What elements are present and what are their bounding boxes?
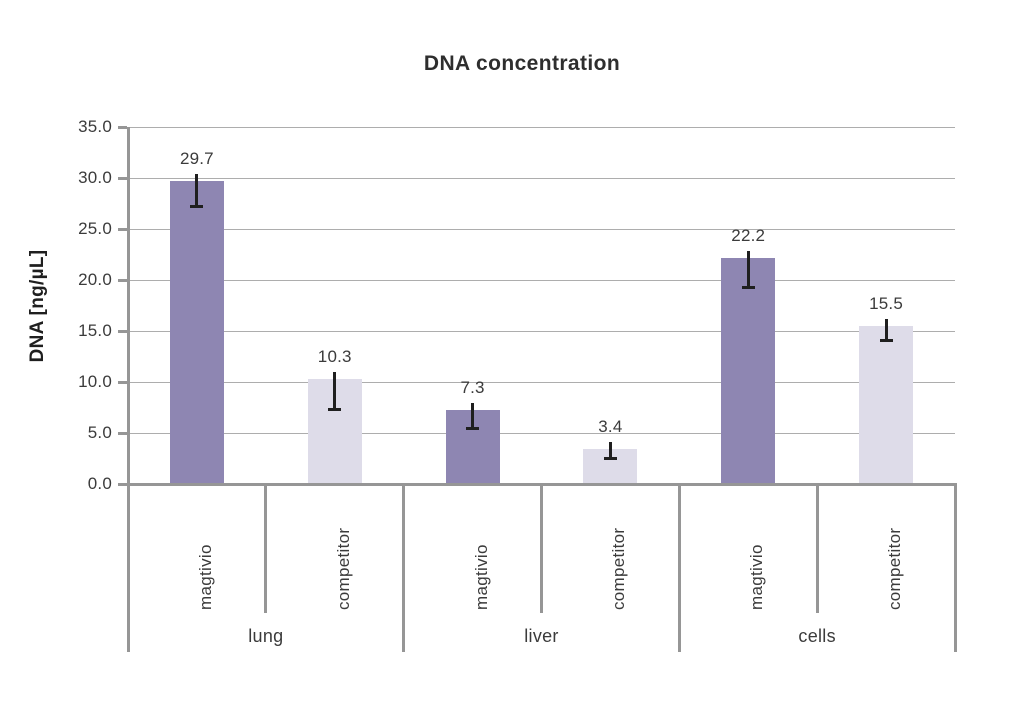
gridline [130,381,955,383]
y-axis-tick [118,125,127,129]
bar-value-label: 10.3 [317,346,352,366]
y-axis-tick [118,176,127,180]
group-separator [953,486,957,652]
error-bar-line [195,174,199,207]
gridline [130,330,955,332]
series-label-competitor: competitor [333,527,353,610]
series-label-magtivio: magtivio [195,544,215,610]
bar-value-label: 29.7 [179,149,214,169]
gridline [130,228,955,230]
group-label-lung: lung [248,626,284,646]
y-axis-tick [118,482,127,486]
chart-title: DNA concentration [423,52,621,75]
group-separator [402,486,406,652]
y-axis-tick [118,227,127,231]
series-separator [540,486,543,613]
group-separator [677,486,681,652]
y-axis-tick-label: 35.0 [78,117,112,136]
bar-cells-magtivio [721,257,776,484]
error-bar-line [746,250,750,288]
error-bar-cap [741,285,755,289]
error-bar-line [471,402,475,429]
y-axis-tick [118,278,127,282]
y-axis-tick-label: 25.0 [78,219,112,238]
error-bar-cap [328,408,342,412]
gridline [130,432,955,434]
y-axis-tick-label: 20.0 [78,270,112,289]
bar-value-label: 22.2 [731,225,766,245]
bar-value-label: 15.5 [869,293,904,313]
gridline [130,279,955,281]
group-separator [126,486,130,652]
group-label-cells: cells [798,626,836,646]
error-bar-cap [879,338,893,342]
y-axis-tick [118,431,127,435]
error-bar-cap [190,205,204,209]
bar-value-label: 3.4 [598,417,623,437]
plot-area: 29.7 10.3 7.3 3.4 22.2 15.5 [128,126,955,484]
bar-cells-competitor [859,325,914,484]
y-axis-tick-label: 15.0 [78,321,112,340]
y-axis-tick-label: 5.0 [87,423,112,442]
y-axis-line [126,127,130,485]
series-label-magtivio: magtivio [471,544,491,610]
error-bar-line [884,318,888,341]
series-separator [815,486,819,613]
error-bar-cap [466,427,480,431]
series-label-competitor: competitor [609,527,629,610]
y-axis-tick [118,329,127,333]
y-axis-tick-label: 0.0 [87,474,112,493]
x-axis-line [126,482,957,486]
bar-lung-magtivio [169,181,224,484]
y-axis-tick [118,380,127,384]
series-label-magtivio: magtivio [747,544,767,610]
y-axis-tick-label: 30.0 [78,168,112,187]
error-bar-cap [603,457,617,460]
y-axis-title: DNA [ng/µL] [27,249,48,363]
error-bar-line [333,371,337,410]
y-axis-tick-label: 10.0 [78,372,112,391]
series-label-competitor: competitor [885,527,905,610]
gridline [130,177,955,179]
group-label-liver: liver [524,626,559,646]
error-bar-line [608,442,612,459]
gridline [130,126,955,128]
series-separator [264,486,268,613]
bar-value-label: 7.3 [460,377,485,397]
